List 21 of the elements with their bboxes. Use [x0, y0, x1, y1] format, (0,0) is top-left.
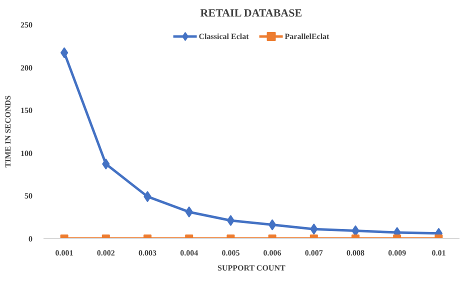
y-tick-label: 0	[28, 234, 32, 244]
x-tick-label: 0.003	[138, 248, 156, 258]
x-tick-label: 0.007	[304, 248, 323, 258]
x-tick-label: 0.009	[388, 248, 406, 258]
x-tick-label: 0.004	[180, 248, 198, 258]
legend-label: Classical Eclat	[198, 32, 249, 40]
x-tick-label: 0.006	[263, 248, 282, 258]
x-tick-label: 0.01	[432, 248, 446, 258]
y-tick-label: 150	[20, 106, 32, 116]
y-tick-label: 50	[24, 192, 32, 201]
y-tick-label: 200	[20, 63, 32, 72]
x-axis-title: SUPPORT COUNT	[218, 264, 286, 272]
y-tick-label: 250	[20, 20, 32, 30]
x-tick-label: 0.001	[55, 248, 74, 258]
y-tick-label: 100	[20, 148, 32, 158]
x-tick-label: 0.002	[96, 248, 115, 258]
x-tick-label: 0.005	[222, 248, 240, 258]
chart-title: RETAIL DATABASE	[200, 8, 302, 20]
x-tick-label: 0.008	[346, 248, 364, 258]
y-axis-title: TIME IN SECONDS	[4, 94, 12, 168]
legend-label: ParallelEclat	[284, 32, 330, 40]
